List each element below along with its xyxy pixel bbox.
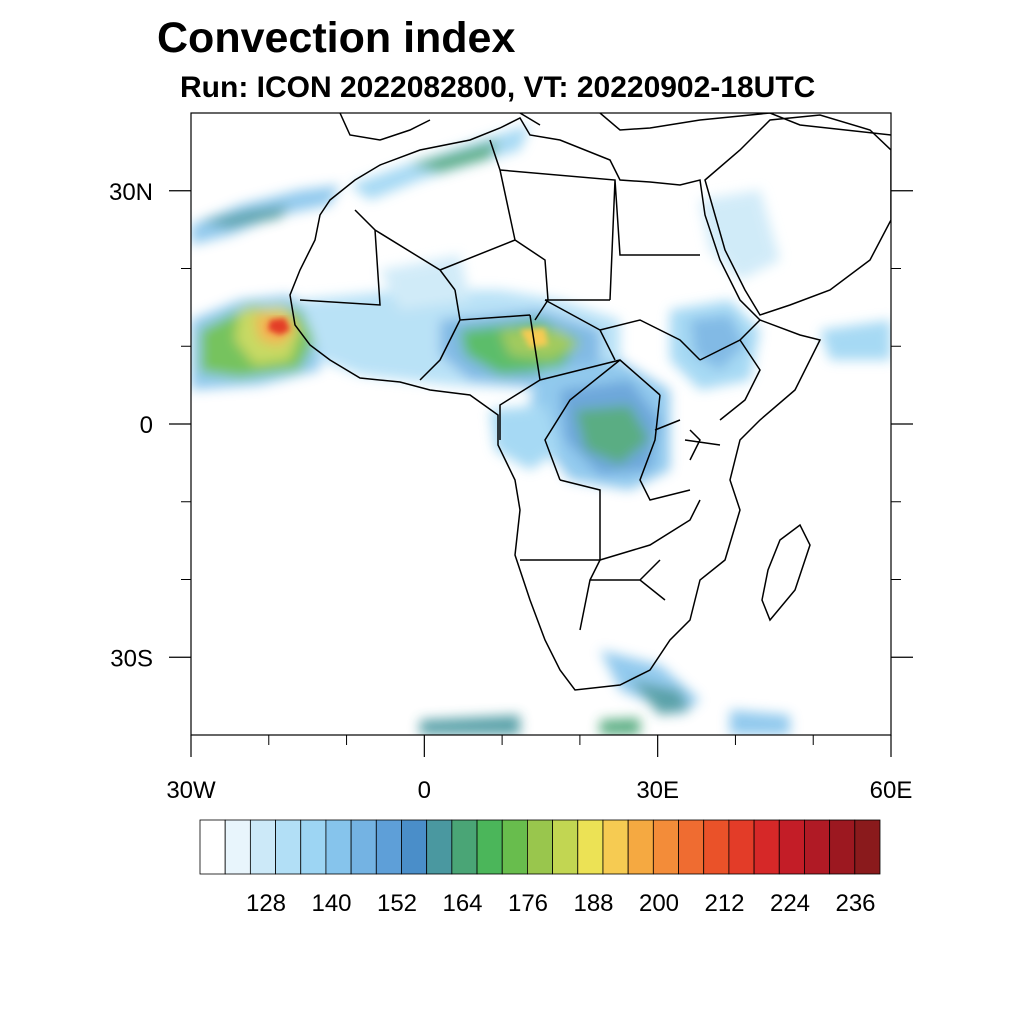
colorbar-swatch — [501, 819, 528, 875]
colorbar-swatch — [527, 819, 553, 875]
colorbar-swatch — [577, 819, 604, 875]
lat-tick-label: 30S — [110, 645, 153, 672]
chart-subtitle: Run: ICON 2022082800, VT: 20220902-18UTC — [180, 71, 816, 104]
colorbar-swatch — [678, 819, 705, 875]
colorbar-label: 224 — [770, 890, 810, 917]
chart-title: Convection index — [157, 14, 516, 62]
colorbar-swatch — [426, 819, 453, 875]
colorbar-label: 200 — [639, 890, 679, 917]
lat-tick-label: 0 — [140, 412, 153, 439]
colorbar-swatch — [854, 819, 881, 875]
colorbar-label: 128 — [246, 890, 286, 917]
colorbar-swatch — [300, 819, 327, 875]
colorbar-swatch — [829, 819, 856, 875]
colorbar-swatch — [199, 819, 226, 875]
colorbar-label: 140 — [311, 890, 351, 917]
africa-outline — [289, 117, 822, 691]
colorbar-label: 188 — [573, 890, 613, 917]
colorbar: 128 140 152 164 176 188 200 212 224 236 — [199, 819, 881, 917]
coastlines — [289, 113, 891, 691]
lon-tick-label: 0 — [418, 777, 431, 804]
colorbar-swatch — [375, 819, 402, 875]
lon-tick-label: 30W — [166, 777, 216, 804]
europe-outline — [339, 113, 891, 141]
colorbar-swatch — [804, 819, 831, 875]
colorbar-swatch — [602, 819, 629, 875]
arabia-outline — [704, 114, 891, 316]
colorbar-swatch — [325, 819, 352, 875]
colorbar-swatch — [552, 819, 579, 875]
colorbar-swatch — [275, 819, 302, 875]
colorbar-swatch — [753, 819, 780, 875]
colorbar-swatch — [728, 819, 755, 875]
colorbar-swatch — [451, 819, 478, 875]
colorbar-swatch — [350, 819, 377, 875]
colorbar-swatch — [476, 819, 503, 875]
colorbar-label: 152 — [377, 890, 417, 917]
colorbar-label: 176 — [508, 890, 548, 917]
map-axes: 30W 0 30E 60E 30N 0 30S — [109, 179, 913, 804]
convection-field — [191, 125, 891, 735]
colorbar-label: 164 — [442, 890, 482, 917]
colorbar-swatch — [224, 819, 251, 875]
colorbar-swatch — [249, 819, 276, 875]
colorbar-swatch — [703, 819, 730, 875]
madagascar-outline — [761, 523, 811, 622]
great-lakes-borders — [654, 419, 721, 461]
lon-tick-label: 30E — [636, 777, 679, 804]
colorbar-swatch — [778, 819, 805, 875]
lat-tick-label: 30N — [109, 179, 153, 206]
colorbar-swatch — [401, 819, 428, 875]
lon-tick-label: 60E — [870, 777, 913, 804]
colorbar-label: 212 — [704, 890, 744, 917]
country-borders — [299, 139, 761, 631]
colorbar-swatch — [627, 819, 654, 875]
colorbar-swatch — [652, 819, 679, 875]
colorbar-label: 236 — [835, 890, 875, 917]
